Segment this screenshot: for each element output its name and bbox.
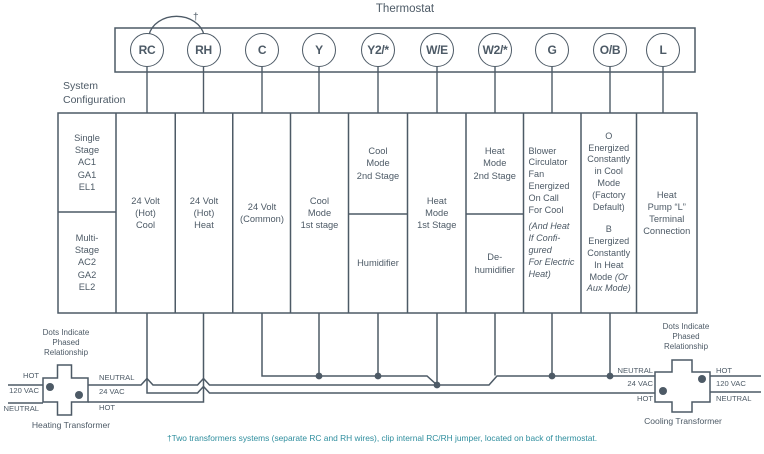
rc-rh-jumper-arc [148, 15, 205, 36]
cell-single-stage: Single Stage AC1 GA1 EL1 [58, 113, 116, 212]
junction-dot-g [548, 372, 556, 380]
cell-rc-text: 24 Volt (Hot) Cool [131, 195, 160, 231]
cell-rh-text: 24 Volt (Hot) Heat [189, 195, 219, 231]
heating-phase-note: Dots Indicate Phased Relationship [42, 328, 90, 357]
wire-rh-heating-hot [88, 313, 205, 403]
heating-left-120vac-label: 120 VAC [9, 386, 39, 395]
cell-ob-top-text: O Energized Constantly in Cool Mode (Fac… [587, 130, 631, 212]
thermostat-box [114, 27, 696, 73]
heating-phase-dot-right [75, 391, 83, 399]
terminal-c: C [245, 33, 279, 67]
cell-multi-stage: Multi- Stage AC2 GA2 EL2 [58, 212, 116, 313]
cell-y-text: Cool Mode 1st stage [300, 195, 339, 231]
cell-we: Heat Mode 1st Stage [408, 113, 467, 313]
footnote: †Two transformers systems (separate RC a… [166, 433, 598, 443]
junction-dot-ob [606, 372, 614, 380]
cell-single-stage-text: Single Stage AC1 GA1 EL1 [74, 133, 100, 192]
junction-dot-we [433, 381, 441, 389]
cell-w2-top: Heat Mode 2nd Stage [466, 113, 524, 214]
heating-right-24vac-label: 24 VAC [99, 387, 125, 396]
wire-rc-cooling-hot [146, 313, 655, 394]
system-configuration-label: System Configuration [63, 80, 126, 106]
heating-transformer-symbol [42, 364, 89, 416]
wire-common-bus [261, 313, 438, 386]
cell-ob-bottom-italic-text: (Or Aux Mode) [586, 271, 631, 294]
cooling-left-hot-label: HOT [636, 394, 653, 403]
cooling-phase-dot-left [659, 387, 667, 395]
heating-left-hot-label: HOT [22, 371, 39, 380]
terminal-y2: Y2/* [361, 33, 395, 67]
terminal-rc: RC [130, 33, 164, 67]
cell-y2-top: Cool Mode 2nd Stage [349, 113, 408, 214]
junction-dot-y [315, 372, 323, 380]
heating-left-neutral-label: NEUTRAL [3, 404, 39, 413]
cell-rc: 24 Volt (Hot) Cool [116, 113, 175, 313]
wire-heating-neutral-bus [88, 375, 655, 386]
terminal-rh: RH [186, 33, 221, 67]
cell-y2-bottom: Humidifier [349, 214, 408, 313]
terminal-stubs [146, 67, 664, 113]
junction-dot-y2 [374, 372, 382, 380]
cell-c-text: 24 Volt (Common) [240, 201, 284, 224]
cooling-left-24vac-label: 24 VAC [627, 379, 653, 388]
cell-w2-bottom-text: De- humidifier [474, 252, 515, 275]
cell-w2-bottom: De- humidifier [466, 214, 524, 313]
cooling-transformer-name: Cooling Transformer [644, 416, 722, 426]
terminal-y: Y [302, 33, 336, 67]
cooling-right-neutral-label: NEUTRAL [716, 394, 752, 403]
jumper-dagger-mark: † [193, 12, 199, 23]
cell-w2-top-text: Heat Mode 2nd Stage [473, 146, 516, 181]
heating-transformer-name: Heating Transformer [31, 420, 111, 430]
junction-dots [46, 372, 706, 399]
cell-c: 24 Volt (Common) [233, 113, 291, 313]
cell-ob: O Energized Constantly in Cool Mode (Fac… [581, 113, 637, 313]
cell-multi-stage-text: Multi- Stage AC2 GA2 EL2 [74, 233, 100, 292]
cell-we-text: Heat Mode 1st Stage [417, 195, 457, 231]
cell-l-text: Heat Pump “L” Terminal Connection [643, 189, 691, 237]
cooling-transformer-symbol [654, 359, 711, 413]
cooling-phase-note: Dots Indicate Phased Relationship [662, 322, 710, 351]
wires [8, 313, 761, 404]
cell-g-text: Blower Circulator Fan Energized On Call … [528, 145, 570, 215]
terminal-l: L [646, 33, 680, 67]
terminal-ob: O/B [593, 33, 627, 67]
cell-y2-bottom-text: Humidifier [357, 258, 399, 269]
heating-right-hot-label: HOT [99, 403, 116, 412]
cell-l: Heat Pump “L” Terminal Connection [637, 113, 698, 313]
cell-g: Blower Circulator Fan Energized On Call … [524, 113, 582, 313]
cell-y2-top-text: Cool Mode 2nd Stage [356, 146, 400, 181]
terminal-w2: W2/* [478, 33, 512, 67]
terminal-we: W/E [420, 33, 454, 67]
diagram-title: Thermostat [375, 3, 435, 15]
cell-ob-bottom-text: B Energized Constantly In Heat Mode [587, 224, 631, 282]
cell-rh: 24 Volt (Hot) Heat [175, 113, 233, 313]
cooling-left-neutral-label: NEUTRAL [617, 366, 653, 375]
heating-right-neutral-label: NEUTRAL [99, 373, 135, 382]
cell-y: Cool Mode 1st stage [291, 113, 349, 313]
cooling-right-120vac-label: 120 VAC [716, 379, 746, 388]
cell-ob-bottom: B Energized Constantly In Heat Mode (Or … [587, 224, 631, 295]
cooling-phase-dot-right [698, 375, 706, 383]
cell-g-italic-text: (And Heat If Confi- gured For Electric H… [528, 221, 575, 279]
terminal-g: G [535, 33, 569, 67]
heating-phase-dot-left [46, 383, 54, 391]
cooling-right-hot-label: HOT [716, 366, 733, 375]
